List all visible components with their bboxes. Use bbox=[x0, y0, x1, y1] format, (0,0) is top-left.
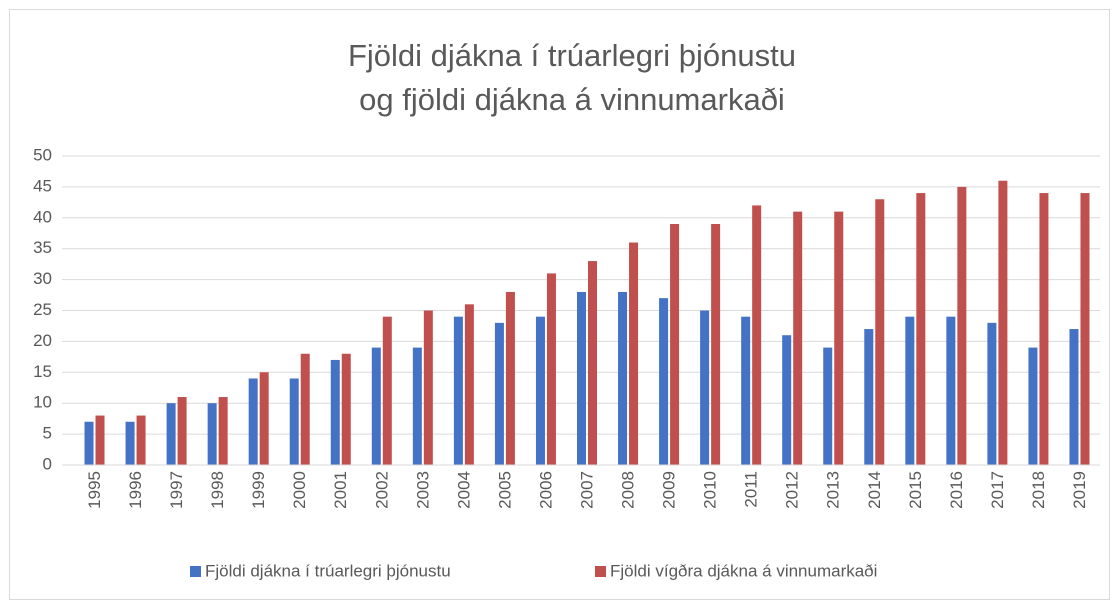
bar bbox=[207, 403, 217, 465]
chart-frame bbox=[9, 9, 1110, 600]
bar bbox=[289, 378, 299, 465]
x-tick-label: 1997 bbox=[167, 471, 186, 509]
bar bbox=[823, 347, 833, 465]
x-tick-label: 2016 bbox=[947, 471, 966, 509]
chart-title: og fjöldi djákna á vinnumarkaði bbox=[359, 82, 785, 117]
bar bbox=[505, 291, 515, 465]
bar bbox=[946, 316, 956, 465]
x-tick-label: 2018 bbox=[1029, 471, 1048, 509]
chart-title: Fjöldi djákna í trúarlegri þjónustu bbox=[348, 38, 796, 73]
y-tick-label: 10 bbox=[33, 393, 52, 412]
bar bbox=[916, 193, 926, 465]
x-tick-label: 2012 bbox=[783, 471, 802, 509]
legend-swatch bbox=[190, 566, 201, 577]
x-tick-label: 2003 bbox=[413, 471, 432, 509]
bar bbox=[248, 378, 258, 465]
bar bbox=[1028, 347, 1038, 465]
bar bbox=[546, 273, 556, 465]
bar bbox=[371, 347, 381, 465]
bar bbox=[905, 316, 915, 465]
bar bbox=[629, 242, 639, 465]
x-tick-label: 2011 bbox=[742, 471, 761, 508]
bar bbox=[577, 291, 586, 465]
x-tick-label: 2000 bbox=[290, 471, 309, 509]
bar bbox=[382, 316, 392, 465]
bar bbox=[453, 316, 463, 465]
bar bbox=[464, 304, 474, 465]
x-tick-label: 2013 bbox=[824, 471, 843, 509]
y-tick-label: 30 bbox=[33, 269, 52, 288]
x-tick-label: 2017 bbox=[988, 471, 1007, 509]
bar bbox=[659, 298, 669, 465]
x-tick-label: 2007 bbox=[577, 471, 596, 509]
bar bbox=[84, 421, 94, 465]
bar bbox=[752, 205, 762, 465]
y-tick-label: 50 bbox=[33, 145, 52, 164]
x-tick-label: 2019 bbox=[1070, 471, 1089, 509]
bar bbox=[1039, 193, 1049, 465]
bar bbox=[177, 397, 187, 465]
bar bbox=[782, 335, 792, 465]
y-tick-label: 5 bbox=[43, 424, 52, 443]
legend-swatch bbox=[595, 566, 606, 577]
x-tick-label: 2009 bbox=[660, 471, 679, 509]
x-tick-label: 2008 bbox=[619, 471, 638, 509]
x-tick-label: 1999 bbox=[249, 471, 268, 509]
bar bbox=[95, 415, 105, 465]
bar bbox=[588, 261, 597, 465]
bar bbox=[218, 397, 228, 465]
x-tick-label: 1996 bbox=[126, 471, 145, 509]
x-tick-label: 2001 bbox=[331, 471, 350, 509]
bar bbox=[1069, 329, 1079, 465]
x-tick-label: 2006 bbox=[536, 471, 555, 509]
bar bbox=[423, 310, 433, 465]
bar bbox=[341, 353, 351, 465]
y-tick-label: 25 bbox=[33, 300, 52, 319]
bar bbox=[300, 353, 310, 465]
x-tick-label: 2002 bbox=[372, 471, 391, 509]
bar bbox=[987, 322, 997, 465]
x-tick-label: 1995 bbox=[85, 471, 104, 509]
x-tick-label: 2004 bbox=[454, 471, 473, 509]
y-tick-label: 15 bbox=[33, 362, 52, 381]
bar bbox=[834, 211, 844, 465]
legend-label: Fjöldi vígðra djákna á vinnumarkaði bbox=[610, 561, 877, 580]
bar bbox=[166, 403, 176, 465]
bar bbox=[136, 415, 146, 465]
bar bbox=[412, 347, 422, 465]
y-tick-label: 35 bbox=[33, 238, 52, 257]
bar bbox=[998, 180, 1008, 465]
x-tick-label: 2014 bbox=[865, 471, 884, 509]
bar bbox=[793, 211, 803, 465]
bar bbox=[711, 223, 721, 465]
bar bbox=[864, 329, 874, 465]
bar bbox=[259, 372, 269, 465]
y-tick-label: 40 bbox=[33, 207, 52, 226]
x-tick-label: 2015 bbox=[906, 471, 925, 509]
x-tick-label: 2010 bbox=[701, 471, 720, 509]
bar bbox=[494, 322, 504, 465]
bar bbox=[700, 310, 710, 465]
bar bbox=[330, 359, 340, 465]
x-tick-label: 1998 bbox=[208, 471, 227, 509]
bar bbox=[535, 316, 545, 465]
bar bbox=[1080, 193, 1090, 465]
bar bbox=[125, 421, 135, 465]
bar bbox=[875, 199, 885, 465]
bar bbox=[957, 186, 967, 465]
y-tick-label: 45 bbox=[33, 176, 52, 195]
y-tick-label: 20 bbox=[33, 331, 52, 350]
bar bbox=[618, 291, 628, 465]
y-tick-label: 0 bbox=[43, 454, 52, 473]
x-tick-label: 2005 bbox=[495, 471, 514, 509]
bar bbox=[670, 223, 680, 465]
legend-label: Fjöldi djákna í trúarlegri þjónustu bbox=[205, 561, 451, 580]
bar bbox=[741, 316, 751, 465]
